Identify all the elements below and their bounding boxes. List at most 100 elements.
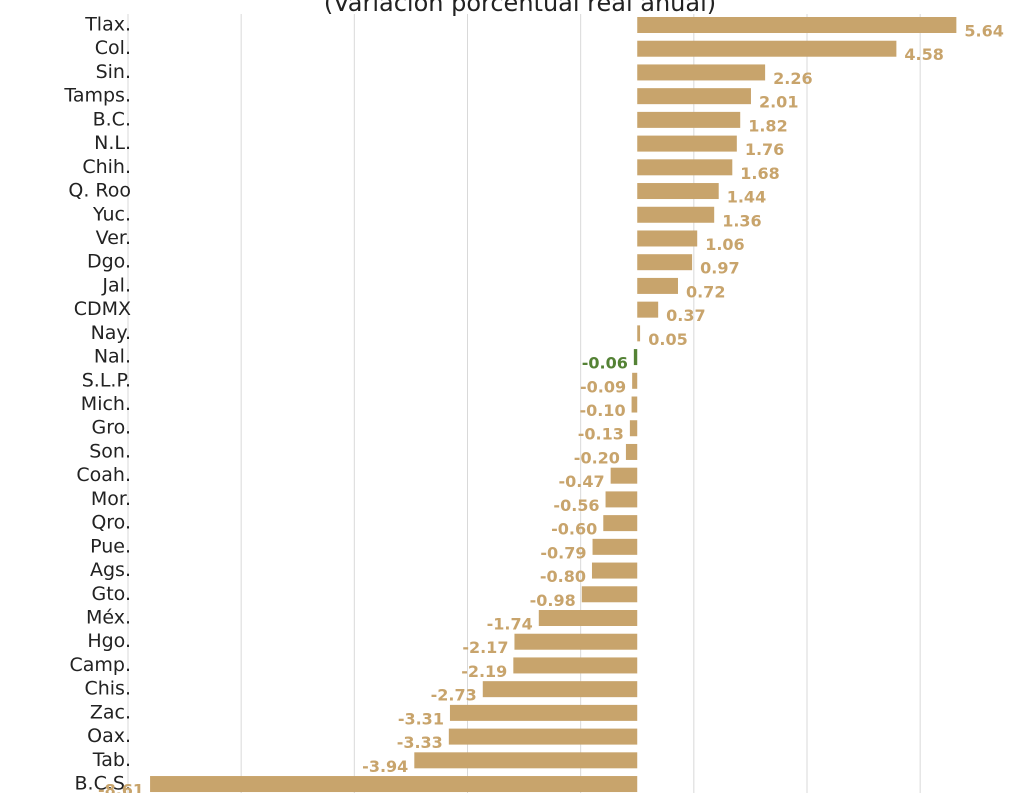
category-label: Col. [95,37,131,59]
value-label: -0.47 [559,472,605,491]
value-label: 2.01 [759,93,798,112]
category-label: Nay. [91,322,131,344]
chart-subtitle: (Variación porcentual real anual) [324,0,716,17]
value-label: 1.36 [722,211,761,230]
value-label: -3.33 [397,733,443,752]
category-label: Ags. [90,559,131,581]
bar [513,657,638,674]
category-label: Oax. [87,725,131,747]
category-label: N.L. [94,132,131,154]
value-label: -2.73 [431,686,477,705]
bar [605,491,638,508]
value-label: -0.60 [551,520,597,539]
category-label: Dgo. [87,251,131,273]
category-label: Tab. [92,749,131,771]
category-label: Yuc. [92,203,131,225]
category-label: Jal. [101,274,131,296]
category-label: Q. Roo [68,180,131,202]
bar [629,420,638,437]
value-label: 1.82 [748,116,787,135]
value-label: -0.13 [578,425,624,444]
value-label: 1.76 [745,140,784,159]
category-label: Camp. [69,654,131,676]
bar [637,230,698,247]
value-label: 0.05 [648,330,687,349]
bar [625,443,638,460]
value-label: -0.09 [580,377,626,396]
bar [637,206,715,223]
value-label: -0.06 [582,354,628,373]
value-label: -2.17 [462,638,508,657]
category-label: Mor. [91,488,131,510]
category-label: Chis. [84,678,131,700]
category-label: Sin. [96,61,131,83]
bar [637,277,678,294]
bar [632,372,638,389]
value-label: 1.44 [727,188,766,207]
value-label: 0.72 [686,282,725,301]
value-label: -0.80 [540,567,586,586]
value-label: 0.97 [700,259,739,278]
value-label: -0.56 [553,496,599,515]
value-label: -0.20 [574,448,620,467]
bar [637,159,733,176]
bar [637,40,897,57]
bar [591,562,638,579]
value-label: 4.58 [904,45,943,64]
bar [637,88,751,105]
bar [538,610,638,626]
bar [150,776,638,793]
bar [637,301,659,318]
value-label: -0.10 [579,401,625,420]
bar [592,538,638,555]
bar [637,183,719,200]
bar [414,752,638,769]
bar [637,17,957,33]
bar [637,135,737,152]
value-label: 2.26 [773,69,812,88]
category-label: Tamps. [63,85,131,107]
category-label: CDMX [74,298,131,320]
bar [603,515,638,532]
category-label: Chih. [82,156,131,178]
value-label: -1.74 [487,615,533,634]
value-label: -0.79 [540,543,586,562]
bar [637,111,741,128]
category-label: Pue. [90,535,131,557]
bar [581,586,638,603]
value-label: 0.37 [666,306,705,325]
bar [637,325,641,342]
value-label: -3.31 [398,709,444,728]
category-label: B.C. [93,108,131,130]
bar [448,728,638,745]
bar [514,633,638,650]
category-label: Méx. [86,607,131,629]
category-label: Coah. [76,464,131,486]
category-label: Mich. [81,393,131,415]
category-label: Gto. [91,583,131,605]
value-label: 1.68 [740,164,779,183]
value-label: -2.19 [461,662,507,681]
category-label: Hgo. [87,630,131,652]
value-label: -3.94 [362,757,408,776]
bar [637,254,693,271]
bar [631,396,638,413]
category-label: Qro. [91,512,131,534]
bar [633,349,638,366]
category-label: Tlax. [84,14,131,36]
bar [610,467,638,484]
value-label: 5.64 [964,22,1003,41]
value-label: -8.61 [98,781,144,793]
bar [482,681,638,698]
category-label: Gro. [92,417,131,439]
bar [449,704,638,721]
category-label: Zac. [90,701,131,723]
category-label: Nal. [94,346,131,368]
category-label: Son. [89,440,131,462]
category-label: Ver. [96,227,131,249]
bar [637,64,766,81]
value-label: -0.98 [530,591,576,610]
category-label: S.L.P. [82,369,131,391]
value-label: 1.06 [705,235,744,254]
